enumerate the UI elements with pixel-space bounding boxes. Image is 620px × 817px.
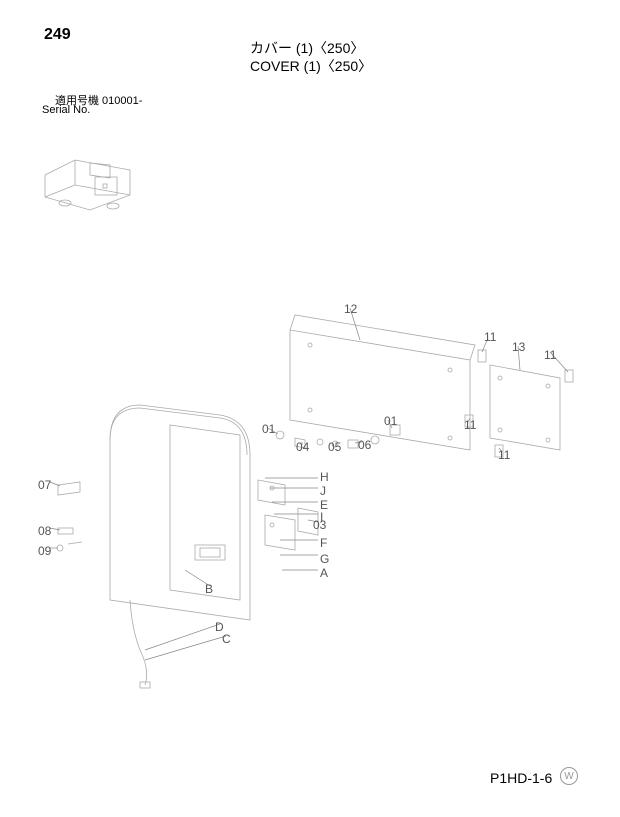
callout-11-b: 11 xyxy=(544,348,556,362)
callout-13: 13 xyxy=(512,340,525,354)
thumbnail-diagram xyxy=(35,115,165,225)
callout-05: 05 xyxy=(328,440,341,454)
footer-mark-w: W xyxy=(560,767,578,785)
callout-01-b: 01 xyxy=(384,414,397,428)
page-number: 249 xyxy=(44,26,71,44)
callout-07: 07 xyxy=(38,478,51,492)
title-japanese: カバー (1)〈250〉 xyxy=(250,38,364,58)
ref-b: B xyxy=(205,582,213,596)
footer-page-code: P1HD-1-6 xyxy=(490,770,552,786)
ref-h: H xyxy=(320,470,329,484)
callout-04: 04 xyxy=(296,440,309,454)
ref-j: J xyxy=(320,484,326,498)
ref-c: C xyxy=(222,632,231,646)
callout-01-a: 01 xyxy=(262,422,275,436)
callout-08: 08 xyxy=(38,524,51,538)
ref-a: A xyxy=(320,566,328,580)
ref-g: G xyxy=(320,552,329,566)
callout-11-c: 11 xyxy=(464,418,476,432)
main-diagram xyxy=(40,290,580,690)
callout-11-d: 11 xyxy=(498,448,510,462)
callout-09: 09 xyxy=(38,544,51,558)
callout-11-a: 11 xyxy=(484,330,496,344)
ref-i: I xyxy=(320,510,323,524)
ref-f: F xyxy=(320,536,327,550)
title-english: COVER (1)〈250〉 xyxy=(250,56,372,76)
callout-06: 06 xyxy=(358,438,371,452)
callout-12: 12 xyxy=(344,302,357,316)
